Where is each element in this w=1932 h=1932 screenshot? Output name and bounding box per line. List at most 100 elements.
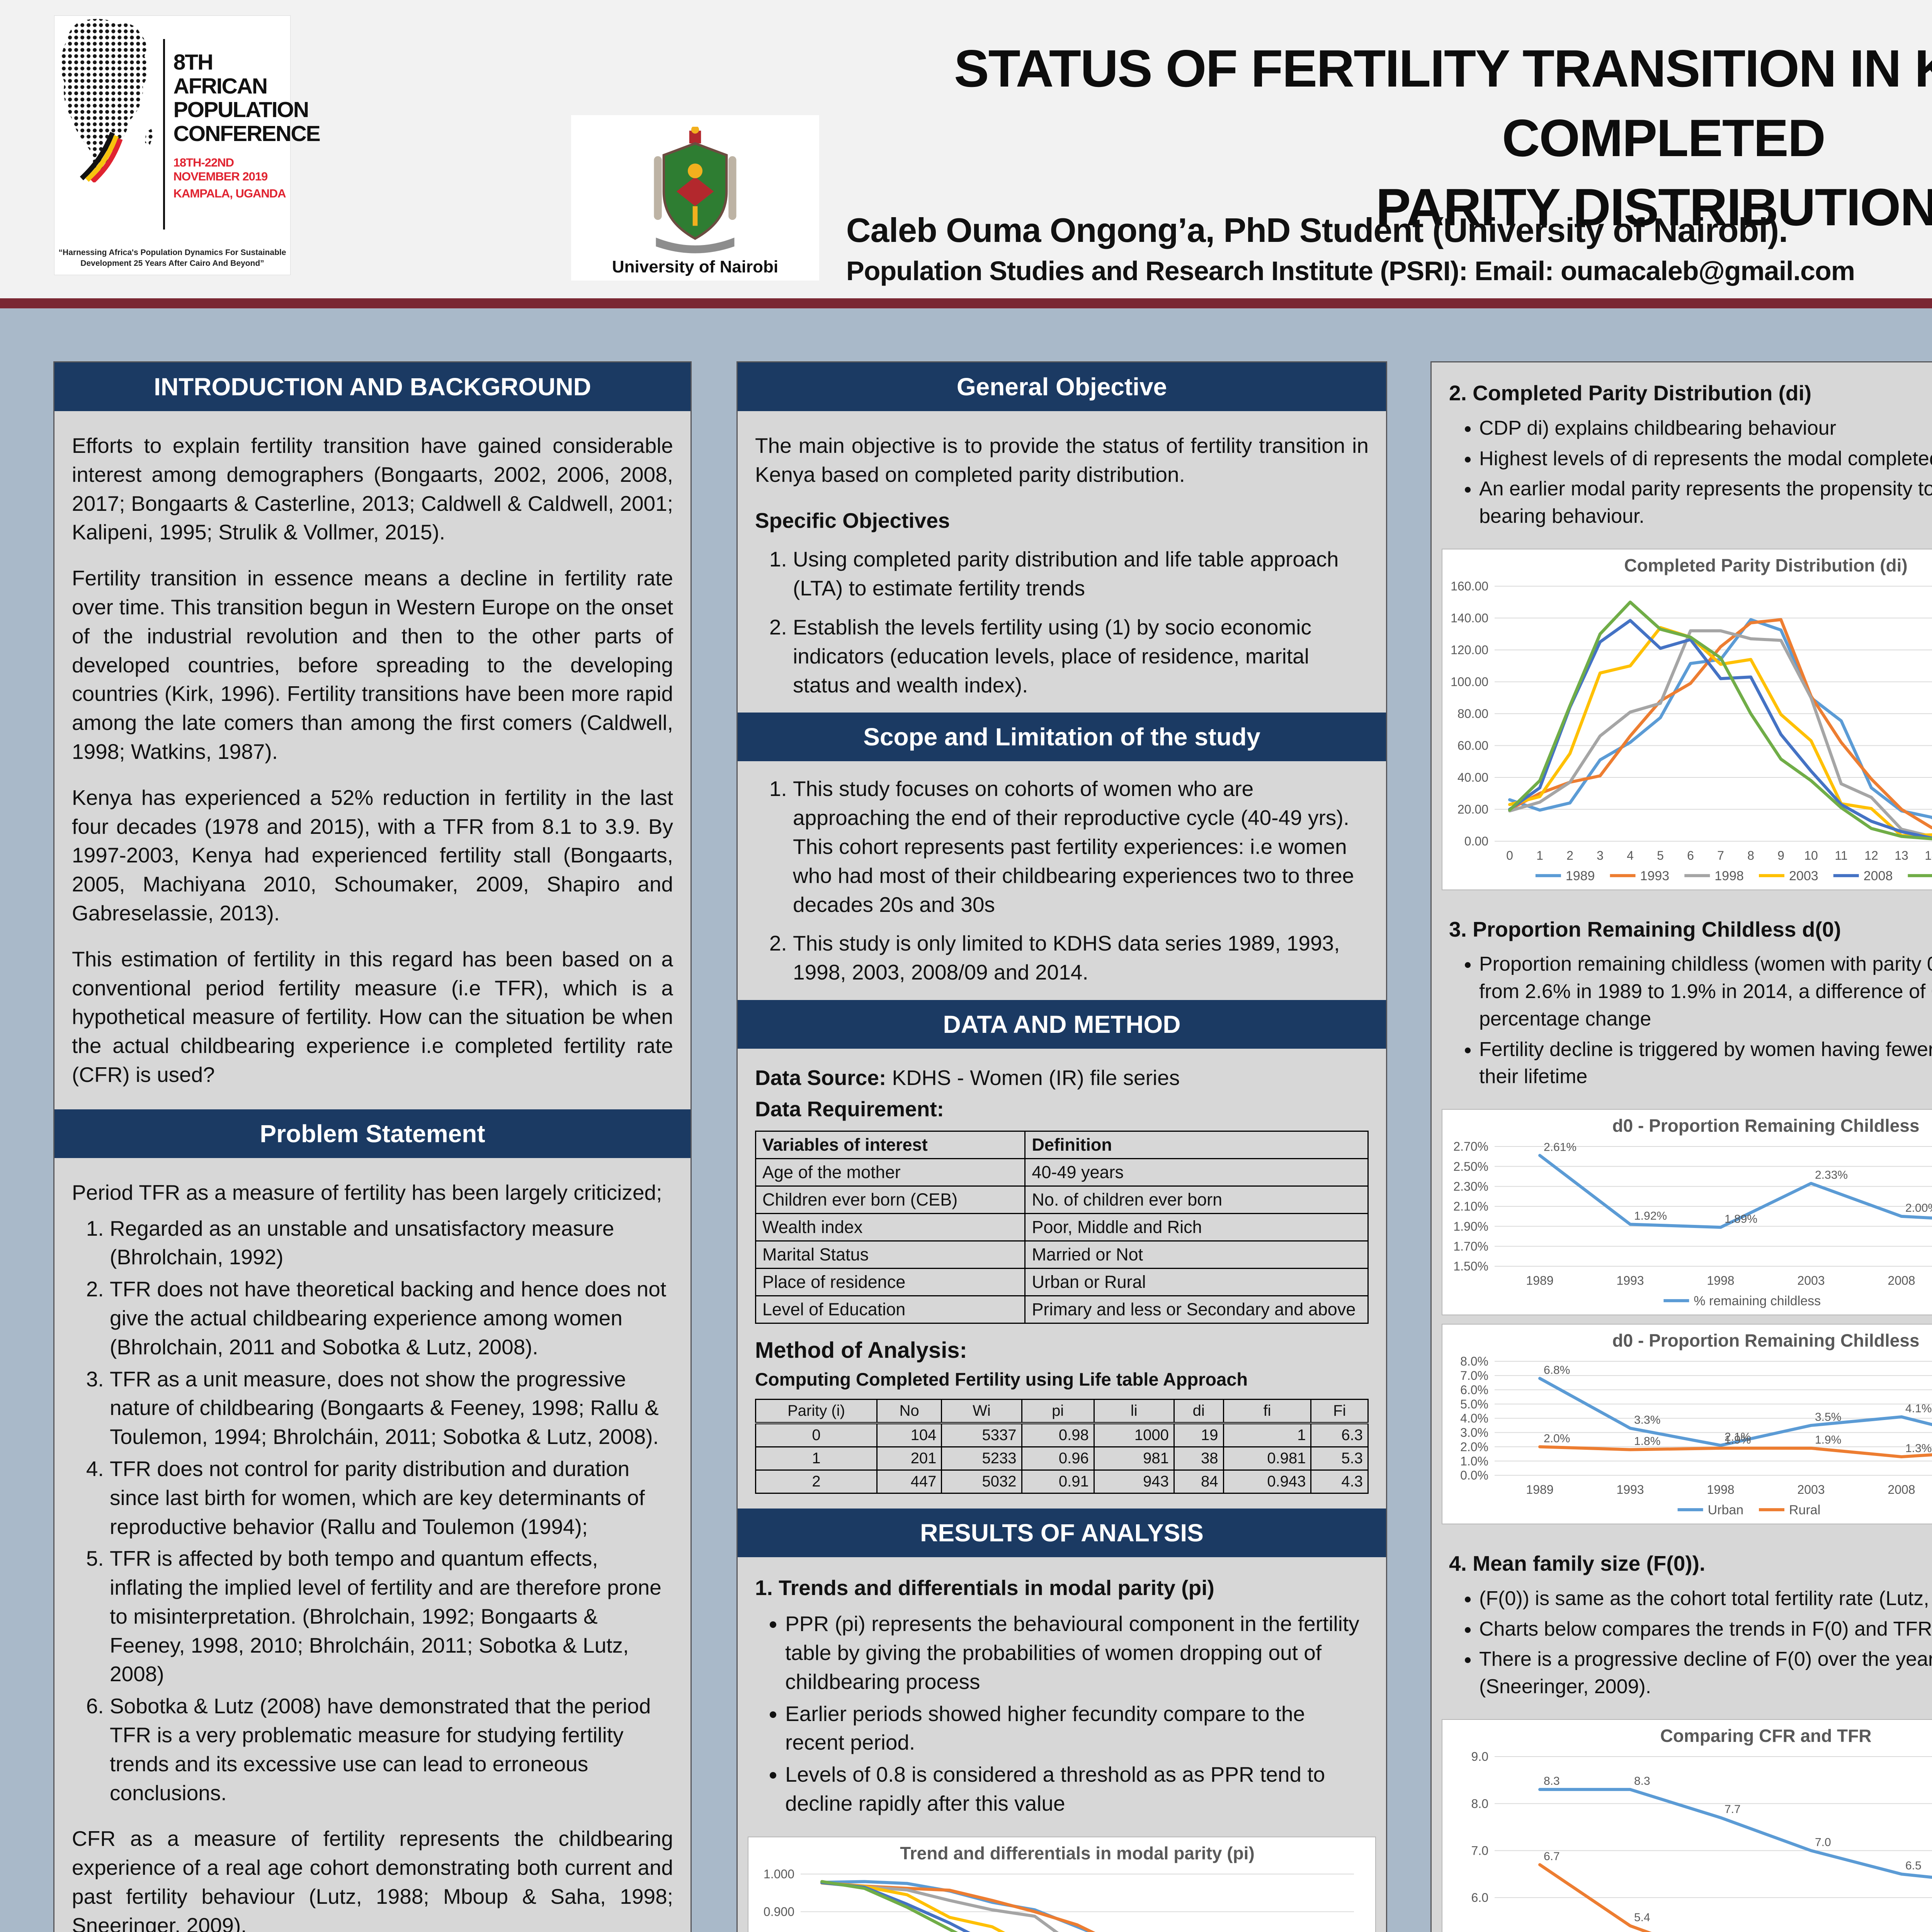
specific-objectives-heading: Specific Objectives: [755, 508, 950, 532]
svg-text:2: 2: [1566, 849, 1573, 862]
cell: 40-49 years: [1024, 1158, 1369, 1187]
svg-text:7.7: 7.7: [1725, 1803, 1741, 1816]
svg-text:2.61%: 2.61%: [1544, 1141, 1577, 1153]
cell: Marital Status: [755, 1240, 1026, 1269]
svg-text:140.00: 140.00: [1451, 611, 1488, 625]
svg-text:3.0%: 3.0%: [1460, 1426, 1488, 1440]
section-header-scope: Scope and Limitation of the study: [738, 713, 1386, 762]
svg-text:1.9%: 1.9%: [1815, 1434, 1841, 1446]
svg-text:60.00: 60.00: [1458, 738, 1488, 752]
cell: 1000: [1093, 1422, 1175, 1448]
svg-text:2.50%: 2.50%: [1453, 1160, 1488, 1173]
svg-text:7.0: 7.0: [1471, 1844, 1488, 1857]
svg-text:1.70%: 1.70%: [1453, 1240, 1488, 1253]
cell: 5.3: [1310, 1446, 1369, 1471]
poster-title: STATUS OF FERTILITY TRANSITION IN KENYA …: [827, 34, 1932, 242]
column-introduction: INTRODUCTION AND BACKGROUND Efforts to e…: [53, 361, 692, 1932]
africa-map-icon: [61, 19, 154, 182]
objective-text: The main objective is to provide the sta…: [755, 434, 1369, 486]
cell: 19: [1173, 1422, 1224, 1448]
svg-text:1.92%: 1.92%: [1634, 1210, 1667, 1223]
cell: No. of children ever born: [1024, 1185, 1369, 1214]
list-item: TFR as a unit measure, does not show the…: [110, 1365, 673, 1451]
cell: Level of Education: [755, 1295, 1026, 1324]
svg-text:8.0%: 8.0%: [1460, 1354, 1488, 1368]
uon-logo-label: University of Nairobi: [612, 257, 779, 276]
column-header: Wi: [941, 1399, 1022, 1425]
conference-logo-text: 8TH AFRICAN POPULATION CONFERENCE 18TH-2…: [163, 39, 321, 230]
cell: Place of residence: [755, 1267, 1026, 1296]
list-item: PPR (pi) represents the behavioural comp…: [785, 1609, 1369, 1696]
svg-text:2.33%: 2.33%: [1815, 1169, 1848, 1182]
svg-text:1: 1: [1536, 849, 1543, 862]
section-header-general-objective: General Objective: [738, 362, 1386, 411]
svg-text:6: 6: [1687, 849, 1694, 862]
svg-text:1993: 1993: [1616, 1274, 1644, 1287]
svg-text:1.50%: 1.50%: [1453, 1259, 1488, 1273]
data-requirement-label: Data Requirement:: [755, 1097, 944, 1121]
f0-bullets: (F(0)) is same as the cohort total ferti…: [1449, 1585, 1932, 1701]
cell: 0.981: [1223, 1446, 1312, 1471]
cell: Children ever born (CEB): [755, 1185, 1026, 1214]
chart-canvas: d0 - Proportion Remaining Childless 1.50%…: [1453, 1116, 1932, 1308]
intro-paragraph: This estimation of fertility in this reg…: [72, 947, 673, 1087]
data-source-label: Data Source:: [755, 1065, 892, 1090]
list-item: Charts below compares the trends in F(0)…: [1479, 1616, 1932, 1643]
variables-table: Variables of interest Definition Age of th…: [755, 1130, 1369, 1324]
svg-text:1998: 1998: [1707, 1483, 1734, 1497]
svg-text:1.89%: 1.89%: [1725, 1213, 1757, 1225]
svg-text:10: 10: [1804, 849, 1818, 862]
svg-text:0.0%: 0.0%: [1460, 1468, 1488, 1482]
uon-logo: University of Nairobi: [571, 115, 819, 281]
chart-canvas: Comparing CFR and TFR3.04.05.06.07.08.09…: [1471, 1726, 1932, 1932]
chart-d0-by-residence: d0 - Proportion Remaining Childless 0.0% 1…: [1442, 1324, 1932, 1525]
affiliation: Population Studies and Research Institut…: [846, 256, 1855, 286]
cell: 5337: [941, 1422, 1022, 1448]
chart-d0-overall: d0 - Proportion Remaining Childless 1.50%…: [1442, 1109, 1932, 1316]
cell: 5032: [941, 1469, 1022, 1494]
cell: 0.98: [1021, 1422, 1095, 1448]
poster-title-line1: STATUS OF FERTILITY TRANSITION IN KENYA …: [954, 39, 1932, 167]
cell: 38: [1173, 1446, 1224, 1471]
section-header-results: RESULTS OF ANALYSIS: [738, 1509, 1386, 1558]
conference-venue: KAMPALA, UGANDA: [173, 187, 286, 201]
cell: 0.91: [1021, 1469, 1095, 1494]
cell: 0.96: [1021, 1446, 1095, 1471]
svg-text:11: 11: [1835, 849, 1847, 862]
childless-bullets: Proportion remaining childless (women wi…: [1449, 951, 1932, 1090]
specific-objectives-list: Using completed parity distribution and …: [755, 545, 1369, 699]
cell: Wealth index: [755, 1213, 1026, 1242]
section-header-introduction: INTRODUCTION AND BACKGROUND: [54, 362, 690, 411]
column-objectives-methods: General Objective The main objective is …: [736, 361, 1387, 1932]
svg-text:7.0%: 7.0%: [1460, 1369, 1488, 1383]
svg-text:7.0: 7.0: [1815, 1836, 1831, 1849]
cell: 4.3: [1310, 1469, 1369, 1494]
conference-logo: 8TH AFRICAN POPULATION CONFERENCE 18TH-2…: [54, 15, 321, 275]
cell: Married or Not: [1024, 1240, 1369, 1269]
svg-text:7: 7: [1717, 849, 1724, 862]
svg-text:3.3%: 3.3%: [1634, 1413, 1660, 1426]
svg-text:2.00%: 2.00%: [1905, 1202, 1932, 1214]
section-header-problem-statement: Problem Statement: [54, 1109, 690, 1158]
list-item: Fertility decline is triggered by women …: [1479, 1036, 1932, 1090]
chart-completed-parity-distribution: Completed Parity Distribution (di) 0.00 20…: [1442, 548, 1932, 890]
conference-tagline: “Harnessing Africa's Population Dynamics…: [58, 248, 286, 268]
modal-parity-bullets: PPR (pi) represents the behavioural comp…: [755, 1609, 1369, 1818]
list-item: TFR is affected by both tempo and quantu…: [110, 1544, 673, 1689]
svg-text:8.0: 8.0: [1471, 1797, 1488, 1811]
author: Caleb Ouma Ongong’a, PhD Student (Univer…: [846, 211, 1788, 249]
list-item: Proportion remaining childless (women wi…: [1479, 951, 1932, 1032]
cell: 2: [755, 1469, 878, 1494]
poster-title-line2: PARITY DISTRIBUTION.: [1376, 178, 1932, 237]
list-item: There is a progressive decline of F(0) o…: [1479, 1646, 1932, 1700]
svg-text:2.1%: 2.1%: [1725, 1431, 1751, 1444]
conference-name-line: POPULATION: [173, 97, 309, 122]
svg-text:6.5: 6.5: [1905, 1859, 1922, 1872]
cell: 1: [1223, 1422, 1312, 1448]
svg-text:d0 - Proportion Remaining Chil: d0 - Proportion Remaining Childless: [1612, 1116, 1920, 1136]
scope-body: This study focuses on cohorts of women w…: [738, 761, 1386, 1000]
cell: 1: [755, 1446, 878, 1471]
column-header: fi: [1223, 1399, 1312, 1425]
svg-text:160.00: 160.00: [1451, 579, 1488, 593]
